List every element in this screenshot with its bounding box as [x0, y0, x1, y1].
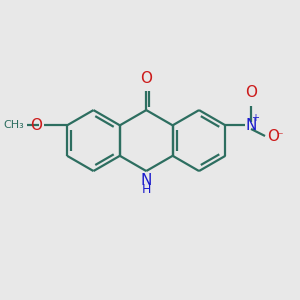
- Text: +: +: [251, 113, 259, 123]
- Text: N: N: [141, 173, 152, 188]
- Text: CH₃: CH₃: [4, 120, 25, 130]
- Text: ⁻: ⁻: [276, 130, 283, 143]
- Text: O: O: [267, 129, 279, 144]
- Text: O: O: [140, 71, 152, 86]
- Text: H: H: [142, 183, 151, 196]
- Text: N: N: [246, 118, 257, 133]
- Text: O: O: [245, 85, 257, 100]
- Text: O: O: [30, 118, 42, 133]
